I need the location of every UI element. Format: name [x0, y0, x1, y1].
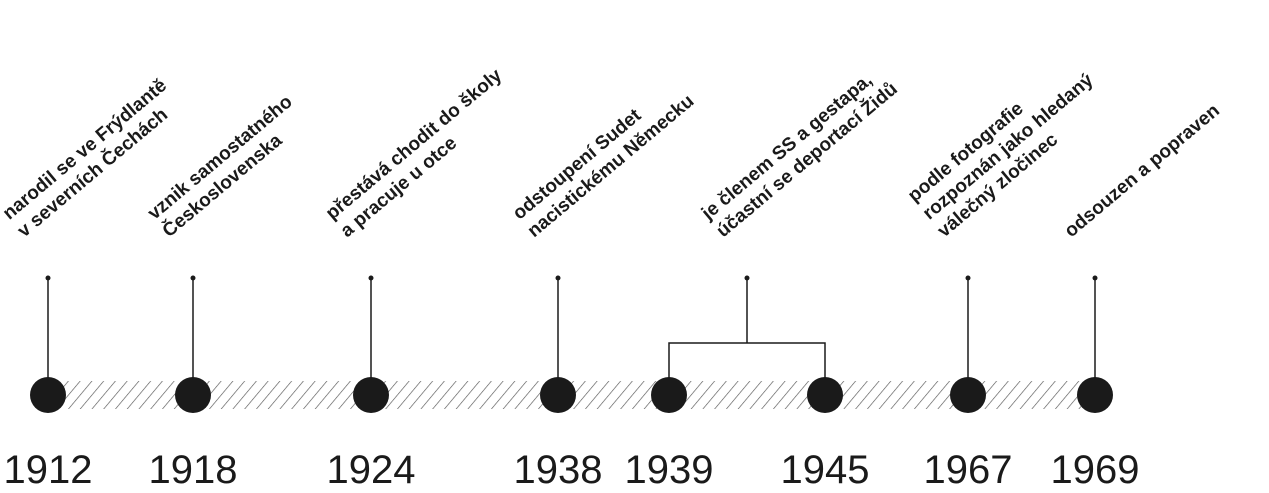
event-text: nacistickému Německu [524, 91, 698, 242]
event-text: účastní se deportací Židů [712, 78, 902, 242]
year-label: 1969 [1051, 448, 1140, 492]
year-label: 1967 [924, 448, 1013, 492]
year-label: 1938 [514, 448, 603, 492]
stem-top [744, 275, 750, 281]
year-label: 1924 [327, 448, 416, 492]
stem-top [45, 275, 51, 281]
year-label: 1939 [625, 448, 714, 492]
year-label: 1918 [149, 448, 238, 492]
stem-top [1092, 275, 1098, 281]
event-text: přestává chodit do školy [322, 65, 506, 225]
stem-top [368, 275, 374, 281]
event-text: v severních Čechách [13, 103, 172, 241]
stem-top [965, 275, 971, 281]
event-text: vznik samostatného [144, 91, 297, 224]
stem-top [190, 275, 196, 281]
event-text: rozpoznán jako hledaný [919, 69, 1098, 224]
year-label: 1945 [781, 448, 870, 492]
event-label: je členem SS a gestapa,účastní se deport… [697, 70, 902, 242]
event-text: odsouzen a popraven [1061, 100, 1224, 242]
year-label: 1912 [4, 448, 93, 492]
event-text: narodil se ve Frýdlantě [0, 75, 171, 224]
stem-top [555, 275, 561, 281]
event-text: je členem SS a gestapa, [697, 70, 876, 225]
bracket [668, 278, 826, 395]
event-label: odsouzen a popraven [1061, 100, 1224, 242]
